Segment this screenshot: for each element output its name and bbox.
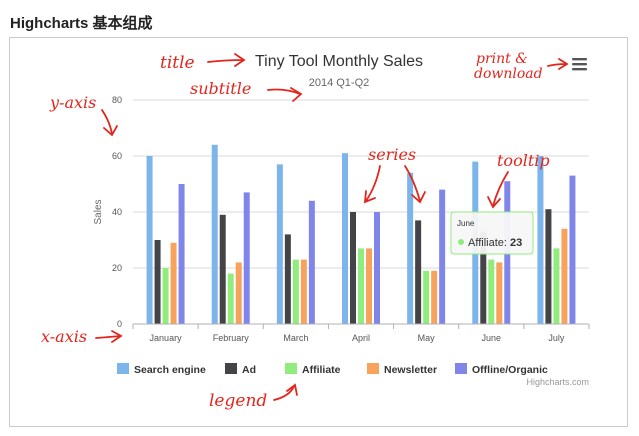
- legend-label: Offline/Organic: [472, 364, 548, 376]
- chart-title: Tiny Tool Monthly Sales: [255, 53, 423, 70]
- annotation-subtitle-arrow: [267, 87, 303, 102]
- bar-series[interactable]: [146, 144, 576, 324]
- bar[interactable]: [480, 231, 487, 324]
- legend-label: Ad: [242, 364, 256, 376]
- x-tick-label: February: [213, 333, 250, 343]
- bar[interactable]: [496, 262, 503, 324]
- page-heading: Highcharts 基本组成: [10, 15, 153, 32]
- annotation-legend: legend: [209, 391, 267, 411]
- hamburger-menu-icon[interactable]: [572, 58, 587, 71]
- bar[interactable]: [366, 248, 372, 324]
- tooltip-series-name: Affiliate: [468, 237, 504, 249]
- annotation-x-axis: x-axis: [41, 327, 87, 346]
- bar[interactable]: [211, 144, 218, 324]
- bar[interactable]: [170, 242, 177, 324]
- bar[interactable]: [227, 273, 234, 324]
- legend-swatch: [455, 363, 467, 374]
- annotation-print: print &: [476, 51, 528, 67]
- x-tick-label: March: [283, 333, 308, 343]
- legend-swatch: [117, 363, 129, 374]
- bar[interactable]: [243, 192, 250, 324]
- bar[interactable]: [300, 259, 307, 324]
- annotation-series-arrow-left: [363, 165, 381, 204]
- y-tick-label: 60: [112, 151, 122, 161]
- y-tick-label: 0: [117, 319, 122, 329]
- bar[interactable]: [342, 153, 348, 324]
- legend-swatch: [225, 363, 237, 374]
- annotations: title subtitle y-axis x-axis series tool…: [41, 51, 569, 411]
- bar[interactable]: [431, 270, 438, 324]
- annotation-series-arrow-right: [404, 165, 426, 204]
- bar[interactable]: [439, 189, 446, 324]
- tooltip: June Affiliate: 23: [450, 211, 534, 255]
- y-axis-title: Sales: [93, 199, 104, 224]
- bar[interactable]: [553, 248, 560, 324]
- bar[interactable]: [219, 214, 226, 324]
- tooltip-value: 23: [510, 237, 522, 249]
- axes: 0 20 40 60 80 January February March April May Jun…: [112, 95, 590, 343]
- bar[interactable]: [407, 172, 414, 324]
- legend-label: Search engine: [134, 364, 206, 376]
- annotation-title-arrow: [207, 53, 246, 67]
- legend-swatch: [285, 363, 297, 374]
- legend-item[interactable]: Newsletter: [367, 363, 437, 376]
- x-tick-label: April: [352, 333, 370, 343]
- bar[interactable]: [284, 234, 291, 324]
- tooltip-series-dot: [458, 239, 464, 245]
- bar[interactable]: [235, 262, 242, 324]
- tooltip-series-label: Affiliate: 23: [468, 237, 522, 249]
- annotation-download: download: [474, 66, 543, 82]
- bar[interactable]: [537, 156, 544, 324]
- bar[interactable]: [308, 200, 315, 324]
- annotation-y-axis-arrow: [101, 109, 118, 137]
- bar[interactable]: [350, 212, 356, 324]
- x-tick-label: June: [482, 333, 502, 343]
- x-tick-label: January: [150, 333, 183, 343]
- legend[interactable]: Search engine Ad Affiliate Newsletter Offlin…: [117, 363, 548, 376]
- annotation-legend-arrow: [273, 383, 298, 401]
- annotation-x-axis-arrow: [95, 330, 123, 343]
- legend-item[interactable]: Offline/Organic: [455, 363, 548, 376]
- bar[interactable]: [561, 228, 568, 324]
- legend-label: Newsletter: [384, 364, 437, 376]
- legend-item[interactable]: Ad: [225, 363, 256, 376]
- bar[interactable]: [276, 164, 283, 324]
- x-tick-label: July: [548, 333, 565, 343]
- bar[interactable]: [415, 220, 422, 324]
- annotation-tooltip: tooltip: [497, 151, 550, 170]
- annotation-title: title: [160, 53, 195, 73]
- tooltip-title: June: [457, 219, 475, 228]
- chart-subtitle: 2014 Q1-Q2: [309, 77, 370, 89]
- legend-item[interactable]: Search engine: [117, 363, 206, 376]
- bar[interactable]: [154, 240, 161, 324]
- bar[interactable]: [569, 175, 576, 324]
- bar[interactable]: [146, 156, 153, 324]
- legend-item[interactable]: Affiliate: [285, 363, 341, 376]
- x-tick-label: May: [418, 333, 436, 343]
- legend-label: Affiliate: [302, 364, 341, 376]
- annotation-print-arrow: [547, 58, 569, 70]
- credits-link[interactable]: Highcharts.com: [526, 377, 589, 387]
- y-tick-label: 20: [112, 263, 122, 273]
- bar[interactable]: [358, 248, 364, 324]
- bar[interactable]: [162, 268, 169, 324]
- bar[interactable]: [374, 212, 380, 324]
- annotation-series: series: [368, 145, 416, 164]
- bar[interactable]: [292, 259, 299, 324]
- bar[interactable]: [488, 259, 495, 324]
- annotation-y-axis: y-axis: [49, 93, 96, 112]
- bar[interactable]: [423, 270, 430, 324]
- bar[interactable]: [545, 209, 552, 324]
- y-tick-label: 80: [112, 95, 122, 105]
- y-tick-label: 40: [112, 207, 122, 217]
- legend-swatch: [367, 363, 379, 374]
- bar[interactable]: [178, 184, 185, 324]
- annotation-tooltip-arrow: [487, 171, 509, 209]
- annotation-subtitle: subtitle: [190, 79, 251, 98]
